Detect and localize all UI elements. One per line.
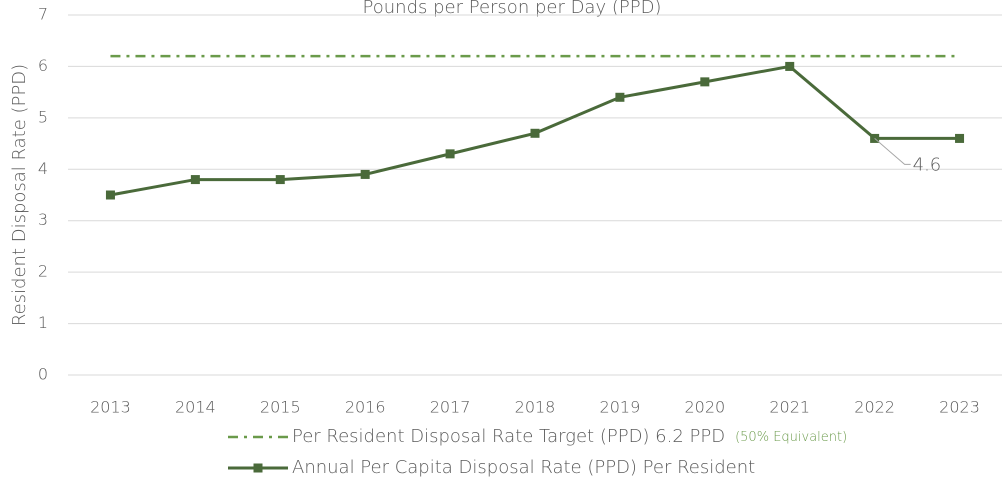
x-tick-label: 2019: [600, 398, 641, 417]
y-tick-label: 7: [38, 5, 48, 24]
marker: [615, 92, 625, 102]
x-tick-label: 2023: [939, 398, 980, 417]
legend-label: Annual Per Capita Disposal Rate (PPD) Pe…: [292, 457, 755, 478]
legend-note: (50% Equivalent): [735, 430, 847, 445]
marker: [360, 169, 370, 179]
y-tick-label: 1: [38, 313, 48, 332]
marker: [275, 175, 285, 185]
legend-name: Annual Per Capita Disposal Rate (PPD) Pe…: [292, 457, 755, 478]
x-tick-label: 2018: [515, 398, 556, 417]
x-tick-label: 2013: [90, 398, 131, 417]
y-tick-label: 2: [38, 262, 48, 281]
marker: [190, 175, 200, 185]
x-tick-label: 2021: [769, 398, 810, 417]
legend-name: Per Resident Disposal Rate Target (PPD) …: [292, 426, 725, 447]
x-tick-label: 2020: [684, 398, 725, 417]
y-tick-label: 3: [38, 210, 48, 229]
legend-label: Per Resident Disposal Rate Target (PPD) …: [292, 426, 847, 447]
x-tick-label: 2015: [260, 398, 301, 417]
label-leader: [874, 138, 911, 165]
marker: [445, 149, 455, 159]
marker: [955, 133, 965, 143]
y-axis-label: Resident Disposal Rate (PPD): [9, 64, 30, 326]
data-label: 4.6: [913, 154, 942, 175]
y-tick-label: 0: [38, 365, 48, 384]
legend-marker: [253, 463, 263, 473]
chart-title: Pounds per Person per Day (PPD): [363, 0, 662, 18]
x-tick-label: 2016: [345, 398, 386, 417]
y-tick-label: 4: [38, 159, 48, 178]
x-tick-label: 2022: [854, 398, 895, 417]
y-tick-label: 6: [38, 56, 48, 75]
marker: [700, 77, 710, 87]
x-tick-label: 2017: [430, 398, 471, 417]
marker: [785, 61, 795, 71]
x-tick-label: 2014: [175, 398, 216, 417]
marker: [105, 190, 115, 200]
y-tick-label: 5: [38, 107, 48, 126]
marker: [530, 128, 540, 138]
